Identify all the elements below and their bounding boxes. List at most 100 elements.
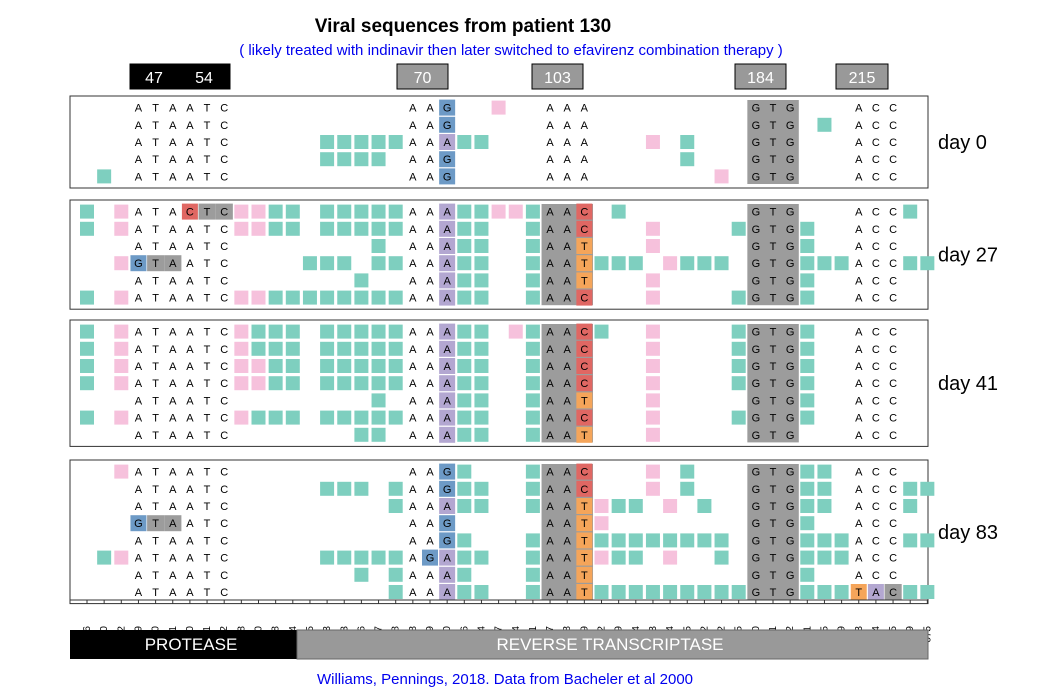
base-letter: A bbox=[409, 207, 417, 219]
base-letter: T bbox=[152, 120, 159, 132]
base-letter: G bbox=[752, 467, 761, 479]
base-letter: T bbox=[581, 553, 588, 565]
synonymous-mark bbox=[268, 290, 283, 305]
base-letter: A bbox=[564, 207, 572, 219]
base-letter: T bbox=[152, 518, 159, 530]
synonymous-mark bbox=[474, 376, 489, 391]
base-letter: T bbox=[581, 518, 588, 530]
protease-label: PROTEASE bbox=[145, 635, 238, 654]
base-letter: G bbox=[786, 258, 795, 270]
base-letter: A bbox=[186, 553, 194, 565]
base-letter: C bbox=[872, 224, 880, 236]
synonymous-mark bbox=[388, 499, 403, 513]
synonymous-mark bbox=[457, 393, 472, 408]
base-letter: A bbox=[546, 467, 554, 479]
base-highlight bbox=[576, 532, 593, 549]
base-letter: T bbox=[204, 224, 211, 236]
base-letter: T bbox=[152, 484, 159, 496]
base-letter: T bbox=[581, 535, 588, 547]
base-letter: C bbox=[872, 327, 880, 339]
synonymous-mark bbox=[80, 410, 94, 425]
nonsynonymous-mark bbox=[594, 516, 609, 531]
base-letter: A bbox=[443, 553, 451, 565]
base-letter: A bbox=[581, 120, 589, 132]
nonsynonymous-mark bbox=[645, 221, 660, 236]
base-letter: C bbox=[889, 241, 897, 253]
base-letter: A bbox=[564, 171, 572, 183]
synonymous-mark bbox=[388, 204, 403, 219]
base-letter: A bbox=[169, 241, 177, 253]
synonymous-mark bbox=[611, 533, 626, 548]
base-letter: A bbox=[409, 275, 417, 287]
synonymous-mark bbox=[457, 567, 472, 582]
base-highlight bbox=[439, 134, 456, 150]
base-letter: G bbox=[752, 275, 761, 287]
nonsynonymous-mark bbox=[114, 341, 129, 356]
synonymous-mark bbox=[817, 117, 832, 132]
base-letter: A bbox=[426, 258, 434, 270]
base-letter: T bbox=[152, 395, 159, 407]
base-letter: A bbox=[169, 378, 177, 390]
synonymous-mark bbox=[457, 585, 472, 599]
base-letter: A bbox=[169, 553, 177, 565]
base-letter: A bbox=[426, 241, 434, 253]
base-letter: A bbox=[135, 535, 143, 547]
base-letter: A bbox=[581, 137, 589, 149]
nonsynonymous-mark bbox=[114, 324, 129, 339]
synonymous-mark bbox=[731, 359, 746, 373]
base-letter: C bbox=[220, 501, 228, 513]
base-letter: T bbox=[152, 258, 159, 270]
base-letter: A bbox=[186, 535, 194, 547]
base-letter: G bbox=[752, 501, 761, 513]
base-highlight bbox=[576, 289, 593, 306]
base-letter: T bbox=[770, 570, 777, 582]
synonymous-mark bbox=[371, 204, 386, 219]
figure-subtitle: ( likely treated with indinavir then lat… bbox=[239, 42, 783, 59]
synonymous-mark bbox=[371, 359, 386, 373]
base-letter: T bbox=[152, 430, 159, 442]
base-letter: G bbox=[752, 293, 761, 305]
base-letter: A bbox=[426, 120, 434, 132]
base-letter: A bbox=[186, 518, 194, 530]
base-letter: A bbox=[135, 484, 143, 496]
base-letter: T bbox=[770, 501, 777, 513]
synonymous-mark bbox=[285, 359, 300, 373]
base-letter: G bbox=[752, 258, 761, 270]
synonymous-mark bbox=[525, 499, 540, 513]
base-highlight bbox=[576, 358, 593, 374]
base-highlight bbox=[576, 255, 593, 272]
synonymous-mark bbox=[663, 585, 678, 599]
base-letter: G bbox=[786, 207, 795, 219]
synonymous-mark bbox=[354, 567, 369, 582]
base-highlight bbox=[439, 238, 456, 254]
base-letter: G bbox=[786, 535, 795, 547]
synonymous-mark bbox=[611, 204, 626, 219]
synonymous-mark bbox=[474, 273, 489, 288]
codon-highlight bbox=[147, 255, 165, 272]
base-highlight bbox=[439, 426, 456, 443]
base-highlight bbox=[576, 375, 593, 392]
base-letter: A bbox=[564, 258, 572, 270]
synonymous-mark bbox=[354, 376, 369, 391]
base-letter: A bbox=[855, 430, 863, 442]
synonymous-mark bbox=[474, 341, 489, 356]
base-letter: A bbox=[426, 344, 434, 356]
base-highlight bbox=[576, 498, 593, 514]
base-letter: A bbox=[409, 258, 417, 270]
synonymous-mark bbox=[697, 585, 712, 599]
base-letter: T bbox=[855, 587, 862, 599]
synonymous-mark bbox=[354, 481, 369, 496]
base-highlight bbox=[576, 272, 593, 289]
base-letter: G bbox=[786, 430, 795, 442]
base-highlight bbox=[850, 584, 867, 600]
base-letter: T bbox=[152, 344, 159, 356]
panel-2: A T A A T C A A A A A C G T G A C CA T A A T C A A A A A C G T G A C CA T A A… bbox=[69, 319, 998, 447]
nonsynonymous-mark bbox=[234, 324, 249, 339]
base-letter: A bbox=[443, 224, 451, 236]
base-letter: C bbox=[872, 293, 880, 305]
base-letter: C bbox=[872, 241, 880, 253]
nonsynonymous-mark bbox=[114, 256, 129, 271]
synonymous-mark bbox=[680, 533, 695, 548]
nonsynonymous-mark bbox=[114, 464, 129, 479]
